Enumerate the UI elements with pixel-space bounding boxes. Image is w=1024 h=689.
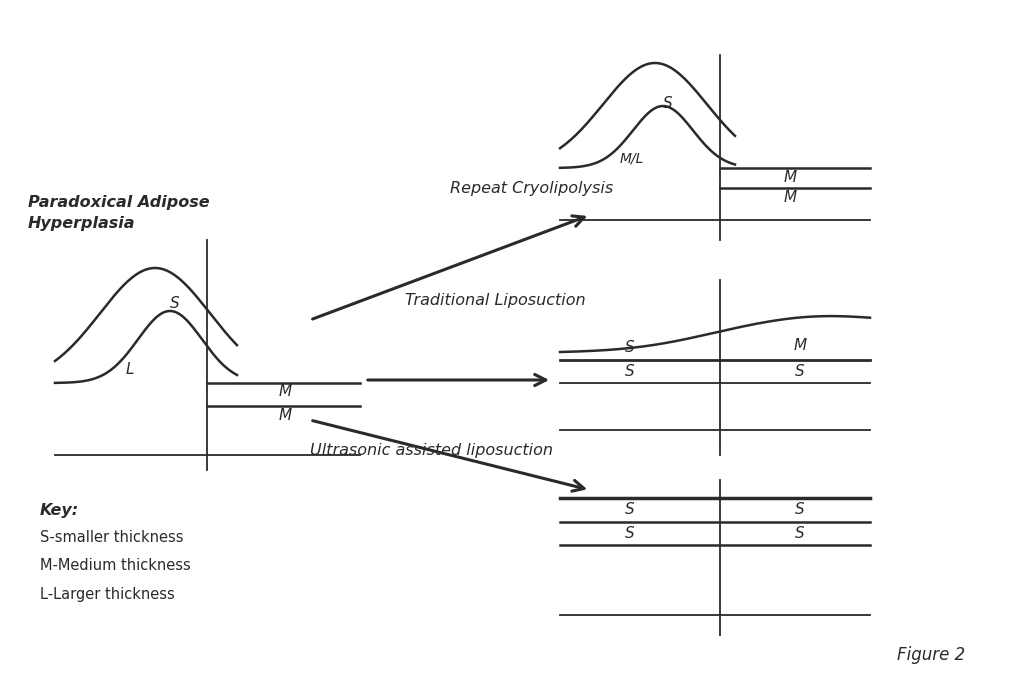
Text: M: M — [794, 338, 807, 353]
Text: Paradoxical Adipose
Hyperplasia: Paradoxical Adipose Hyperplasia — [28, 195, 210, 231]
Text: Traditional Liposuction: Traditional Liposuction — [406, 293, 586, 307]
Text: S: S — [664, 96, 673, 110]
Text: M: M — [279, 384, 292, 400]
Text: S: S — [170, 296, 180, 311]
Text: L: L — [126, 362, 134, 378]
Text: M-Medium thickness: M-Medium thickness — [40, 559, 190, 573]
Text: Ultrasonic assisted liposuction: Ultrasonic assisted liposuction — [310, 442, 553, 457]
Text: M: M — [279, 407, 292, 422]
Text: S: S — [626, 526, 635, 540]
Text: S: S — [796, 364, 805, 378]
Text: S: S — [796, 502, 805, 517]
Text: M: M — [783, 169, 797, 185]
Text: Repeat Cryolipolysis: Repeat Cryolipolysis — [450, 181, 613, 196]
Text: L-Larger thickness: L-Larger thickness — [40, 586, 175, 601]
Text: S-smaller thickness: S-smaller thickness — [40, 531, 183, 546]
Text: S: S — [626, 340, 635, 356]
Text: M: M — [783, 189, 797, 205]
Text: M/L: M/L — [620, 151, 644, 165]
Text: S: S — [626, 364, 635, 378]
Text: Figure 2: Figure 2 — [897, 646, 965, 664]
Text: S: S — [796, 526, 805, 540]
Text: S: S — [626, 502, 635, 517]
Text: Key:: Key: — [40, 502, 79, 517]
